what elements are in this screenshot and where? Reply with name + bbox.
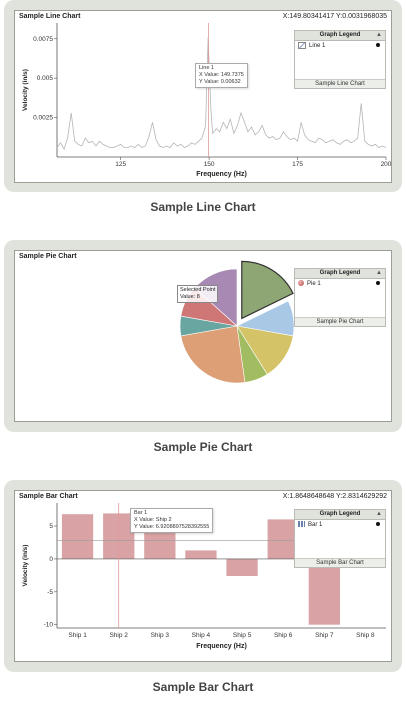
x-tick-label: Ship 7	[315, 632, 334, 639]
legend-footer: Sample Line Chart	[295, 79, 385, 88]
y-tick-label: 0.005	[37, 75, 54, 82]
bar-chart-frame: Sample Bar Chart X:1.8648648648 Y:2.8314…	[4, 480, 402, 672]
line-tooltip-name: Line 1	[199, 65, 214, 71]
bar-tooltip: Bar 1 X Value: Ship 2 Y Value: 6.9208897…	[130, 508, 214, 533]
legend-header[interactable]: Graph Legend ▲	[295, 31, 385, 41]
legend-header[interactable]: Graph Legend ▲	[295, 510, 385, 520]
legend-item-label: Pie 1	[307, 281, 321, 287]
y-tick-label: 5	[49, 523, 53, 530]
line-chart-caption: Sample Line Chart	[150, 200, 256, 214]
line-chart-frame: Sample Line Chart X:149.80341417 Y:0.003…	[4, 0, 402, 192]
bar-7	[308, 558, 340, 625]
legend-header-label: Graph Legend	[319, 511, 361, 517]
bar-1	[61, 514, 94, 559]
bar-chart-panel[interactable]: Sample Bar Chart X:1.8648648648 Y:2.8314…	[14, 490, 392, 662]
line-tooltip-x: X Value: 149.7375	[199, 72, 244, 78]
legend-header-label: Graph Legend	[319, 32, 361, 38]
bar-chart-caption: Sample Bar Chart	[152, 680, 254, 694]
x-tick-label: Ship 4	[192, 632, 211, 639]
legend-footer: Sample Bar Chart	[295, 558, 385, 567]
y-tick-label: -10	[44, 622, 54, 629]
collapse-icon[interactable]: ▲	[376, 511, 382, 517]
bar-tooltip-x: X Value: Ship 2	[134, 517, 172, 523]
visible-toggle-icon[interactable]	[376, 281, 380, 285]
bar-tooltip-y: Y Value: 6.9208897528392555	[134, 524, 210, 530]
pie-slice-5	[180, 325, 246, 384]
collapse-icon[interactable]: ▲	[376, 32, 382, 38]
y-axis-label: Velocity (in/s)	[22, 69, 29, 111]
pie-graph-legend[interactable]: Graph Legend ▲ Pie 1 Sample Pie Chart	[294, 268, 386, 327]
bar-chart-coordinate-readout: X:1.8648648648 Y:2.8314629292	[282, 493, 387, 500]
x-tick-label: 150	[204, 161, 215, 168]
line-series-icon	[298, 42, 306, 49]
pie-series-icon	[298, 280, 304, 287]
x-tick-label: Ship 3	[151, 632, 170, 639]
bar-4	[185, 550, 217, 559]
collapse-icon[interactable]: ▲	[376, 270, 382, 276]
bar-5	[226, 558, 258, 576]
selected-point-title: Selected Point	[180, 287, 216, 293]
line-chart-title: Sample Line Chart	[19, 13, 81, 20]
visible-toggle-icon[interactable]	[376, 522, 380, 526]
x-tick-label: 175	[292, 161, 303, 168]
pie-chart-title: Sample Pie Chart	[19, 253, 77, 260]
legend-header-label: Graph Legend	[319, 270, 361, 276]
visible-toggle-icon[interactable]	[376, 43, 380, 47]
x-tick-label: 125	[115, 161, 126, 168]
y-tick-label: -5	[47, 589, 53, 596]
legend-header[interactable]: Graph Legend ▲	[295, 269, 385, 279]
line-series-1	[56, 37, 387, 151]
selected-point-value: Value: 8	[180, 294, 200, 300]
line-chart-plot[interactable]: 125 150 175 200 0.0025 0.005 0.0075 Frequency (…	[15, 11, 393, 184]
x-tick-label: Ship 8	[356, 632, 375, 639]
legend-item-label: Line 1	[309, 43, 326, 50]
x-tick-label: Ship 2	[109, 632, 128, 639]
bar-6	[267, 519, 299, 559]
x-tick-label: Ship 5	[233, 632, 252, 639]
bar-tooltip-name: Bar 1	[134, 510, 148, 516]
legend-footer: Sample Pie Chart	[295, 317, 385, 326]
y-tick-label: 0	[49, 556, 53, 563]
pie-chart-panel[interactable]: Sample Pie Chart Selected Point Value: 8…	[14, 250, 392, 422]
bar-chart-title: Sample Bar Chart	[19, 493, 78, 500]
bar-graph-legend[interactable]: Graph Legend ▲ Bar 1 Sample Bar Chart	[294, 509, 386, 568]
line-tooltip-y: Y Value: 0.00632	[199, 79, 241, 85]
y-tick-label: 0.0075	[33, 36, 53, 43]
legend-item-bar-1[interactable]: Bar 1	[298, 521, 382, 529]
line-chart-coordinate-readout: X:149.80341417 Y:0.0031968035	[282, 13, 387, 20]
y-axis-label: Velocity (in/s)	[22, 545, 29, 587]
x-tick-label: 200	[381, 161, 392, 168]
legend-item-pie-1[interactable]: Pie 1	[298, 280, 382, 288]
x-tick-label: Ship 6	[274, 632, 293, 639]
x-axis-label: Frequency (Hz)	[196, 171, 247, 178]
pie-chart-caption: Sample Pie Chart	[153, 440, 253, 454]
legend-item-line-1[interactable]: Line 1	[298, 42, 382, 50]
line-chart-panel[interactable]: Sample Line Chart X:149.80341417 Y:0.003…	[14, 10, 392, 183]
bar-series-icon	[298, 521, 305, 528]
x-axis-label: Frequency (Hz)	[196, 643, 247, 650]
pie-selected-point-label: Selected Point Value: 8	[177, 285, 219, 303]
line-graph-legend[interactable]: Graph Legend ▲ Line 1 Sample Line Chart	[294, 30, 386, 89]
line-tooltip: Line 1 X Value: 149.7375 Y Value: 0.0063…	[195, 63, 248, 88]
pie-chart-frame: Sample Pie Chart Selected Point Value: 8…	[4, 240, 402, 432]
pie-slice-1	[241, 260, 294, 320]
y-tick-label: 0.0025	[33, 115, 53, 122]
x-tick-label: Ship 1	[68, 632, 87, 639]
legend-item-label: Bar 1	[308, 522, 323, 528]
